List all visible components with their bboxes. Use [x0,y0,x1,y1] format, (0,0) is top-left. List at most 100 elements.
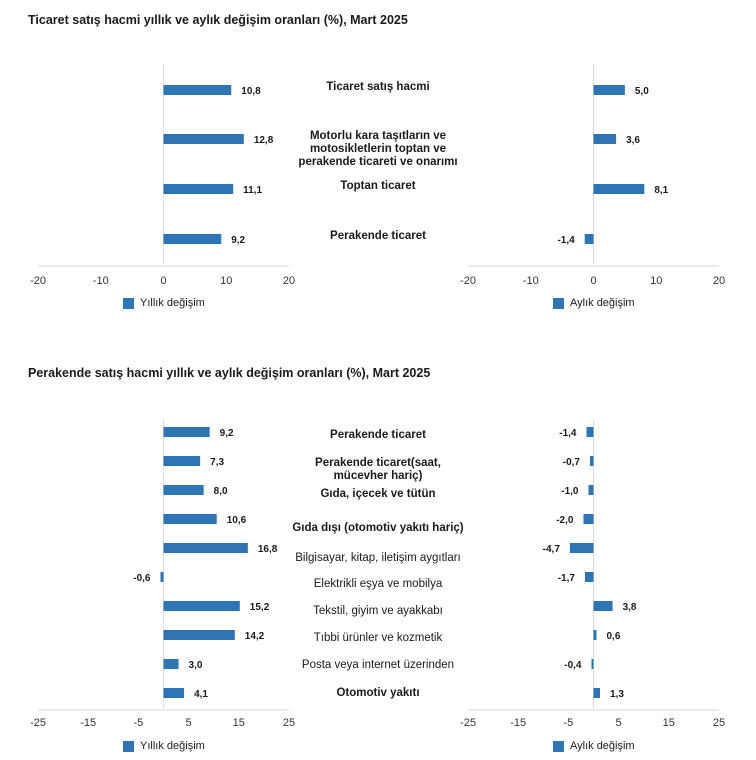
legend-label: Yıllık değişim [140,740,205,752]
category-label: Motorlu kara taşıtların ve motosikletler… [298,129,458,168]
tick-label: 0 [590,275,596,287]
tick-label: -20 [30,275,46,287]
bar [583,514,594,524]
chart-title-2: Perakende satış hacmi yıllık ve aylık de… [28,366,431,380]
bar [163,688,185,698]
legend-swatch [123,740,134,752]
tick-label: -5 [134,717,144,729]
bar [163,543,248,553]
bar [593,184,645,194]
tick-label: 20 [713,275,725,287]
category-label: Tıbbi ürünler ve kozmetik [313,631,443,644]
bar [163,514,217,524]
category-label: Posta veya internet üzerinden [301,658,455,671]
tick-label: -20 [460,275,476,287]
category-label: Bilgisayar, kitap, iletişim aygıtları [295,551,461,564]
data-label: 9,2 [220,428,234,439]
bar [163,85,232,95]
bar [584,234,594,244]
data-label: 4,1 [194,689,208,700]
legend-aylik-1: Aylık değişim [553,297,635,309]
tick-label: 0 [160,275,166,287]
data-label: 1,3 [610,689,624,700]
bar [163,485,204,495]
data-label: 3,0 [189,660,203,671]
tick-label: -10 [93,275,109,287]
legend-label: Aylık değişim [570,740,635,752]
data-label: 12,8 [254,135,274,146]
data-label: -2,0 [556,515,574,526]
data-label: -1,7 [558,573,576,584]
legend-aylik-2: Aylık değişim [553,740,635,752]
bar [589,456,594,466]
data-label: -0,4 [564,660,582,671]
data-label: -1,4 [559,428,577,439]
bar [593,601,613,611]
tick-label: 15 [663,717,675,729]
category-label: Elektrikli eşya ve mobilya [313,577,443,590]
data-label: 3,8 [623,602,637,613]
data-label: -0,7 [563,457,581,468]
tick-label: -10 [523,275,539,287]
bar [163,456,201,466]
legend-swatch [553,297,564,309]
data-label: 9,2 [231,235,245,246]
category-label: Gıda dışı (otomotiv yakıtı hariç) [292,521,464,534]
legend-swatch [123,297,134,309]
tick-label: 10 [220,275,232,287]
bar [163,427,210,437]
data-label: -1,4 [557,235,575,246]
tick-label: 10 [650,275,662,287]
tick-label: -15 [510,717,526,729]
bar [163,659,179,669]
tick-label: 25 [713,717,725,729]
tick-label: -15 [80,717,96,729]
data-label: 7,3 [210,457,224,468]
bar [586,427,594,437]
bar [593,85,625,95]
bar [588,485,594,495]
data-label: 16,8 [258,544,278,555]
legend-swatch [553,740,564,752]
legend-label: Yıllık değişim [140,297,205,309]
legend-yillik-1: Yıllık değişim [123,297,205,309]
data-label: -1,0 [561,486,579,497]
data-label: 8,1 [654,185,668,196]
tick-label: 20 [283,275,295,287]
tick-label: 15 [233,717,245,729]
bar [593,630,597,640]
data-label: 3,6 [626,135,640,146]
data-label: -0,6 [133,573,151,584]
bar [163,630,235,640]
bar [163,134,244,144]
tick-label: 5 [616,717,622,729]
data-label: 11,1 [243,185,262,196]
bar [593,688,601,698]
tick-label: -25 [460,717,476,729]
category-label: Gıda, içecek ve tütün [320,487,436,500]
tick-label: 5 [186,717,192,729]
data-label: 5,0 [635,86,649,97]
tick-label: -5 [564,717,574,729]
bar [584,572,594,582]
tick-label: 25 [283,717,295,729]
data-label: 14,2 [245,631,265,642]
data-label: 10,6 [227,515,247,526]
data-label: 15,2 [250,602,270,613]
category-label: Perakende ticaret(saat, mücevher hariç) [315,457,441,482]
bar [163,184,234,194]
bar [163,234,222,244]
category-label: Toptan ticaret [340,179,416,192]
chart-title-1: Ticaret satış hacmi yıllık ve aylık deği… [28,13,408,27]
category-label: Tekstil, giyim ve ayakkabı [313,604,443,617]
category-label: Otomotiv yakıtı [336,686,420,699]
data-label: 10,8 [241,86,261,97]
legend-yillik-2: Yıllık değişim [123,740,205,752]
bar [591,659,594,669]
data-label: -4,7 [543,544,561,555]
legend-label: Aylık değişim [570,297,635,309]
data-label: 0,6 [607,631,621,642]
bar [160,572,164,582]
category-label: Perakende ticaret [330,229,426,242]
